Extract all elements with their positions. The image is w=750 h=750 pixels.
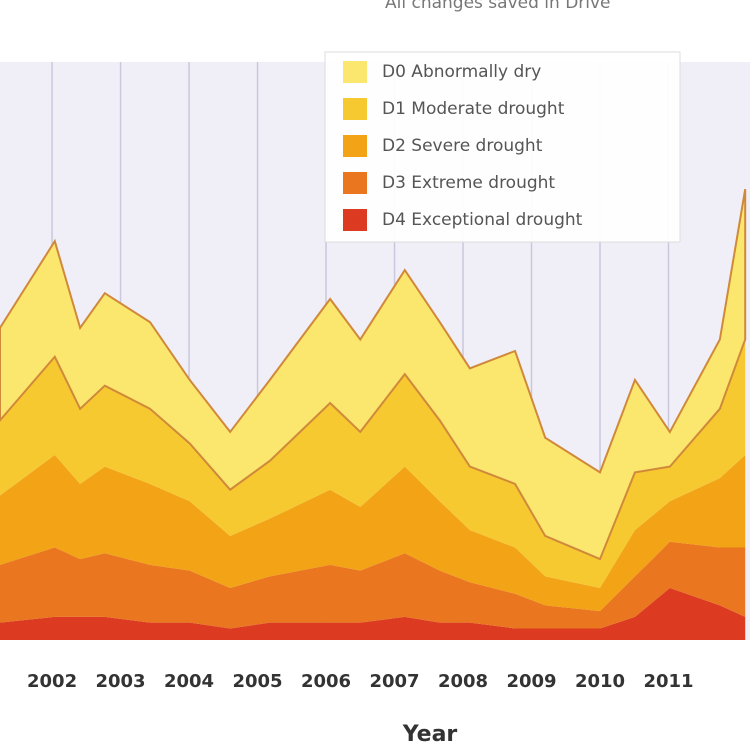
legend-swatch	[343, 135, 367, 157]
x-tick-label: 2008	[438, 671, 488, 692]
legend-label: D2 Severe drought	[382, 136, 543, 156]
legend-swatch	[343, 61, 367, 83]
x-tick-label: 2007	[369, 671, 419, 692]
legend-label: D3 Extreme drought	[382, 173, 555, 193]
area	[0, 339, 746, 588]
area	[0, 188, 747, 561]
area	[0, 455, 746, 612]
x-tick-label: 2005	[232, 671, 282, 692]
area	[0, 587, 746, 640]
legend-label: D4 Exceptional drought	[382, 210, 583, 230]
x-tick-label: 2010	[575, 671, 625, 692]
legend-swatch	[343, 172, 367, 194]
legend-label: D0 Abnormally dry	[382, 62, 541, 82]
save-status: All changes saved in Drive	[385, 0, 611, 13]
x-tick-label: 2004	[164, 671, 214, 692]
x-tick-label: 2002	[27, 671, 77, 692]
x-tick-label: 2011	[643, 671, 693, 692]
area	[0, 541, 746, 629]
x-tick-label: 2003	[95, 671, 145, 692]
x-axis-label: Year	[402, 722, 458, 747]
legend-box	[324, 51, 681, 243]
x-tick-label: 2009	[506, 671, 556, 692]
legend-swatch	[343, 209, 367, 231]
legend-label: D1 Moderate drought	[382, 99, 565, 119]
x-tick-label: 2006	[301, 671, 351, 692]
legend-swatch	[343, 98, 367, 120]
